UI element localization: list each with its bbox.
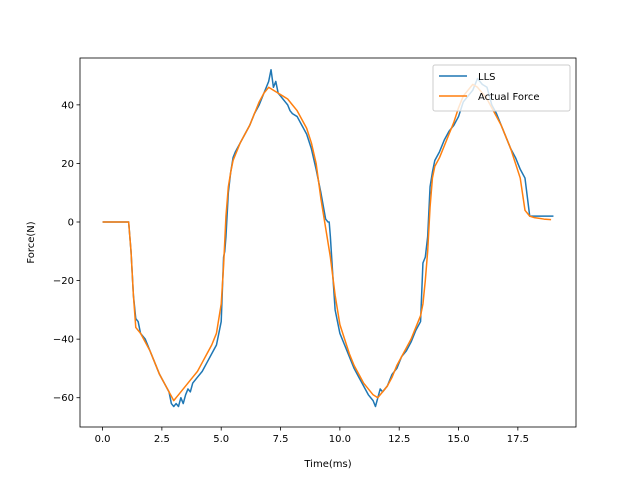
y-axis-label: Force(N) (26, 221, 37, 263)
y-tick-label: 0 (68, 218, 74, 229)
x-axis-label: Time(ms) (303, 459, 351, 470)
x-tick-label: 5.0 (213, 434, 229, 445)
y-tick-label: −20 (53, 276, 74, 287)
x-axis-ticks: 0.0 2.5 5.0 7.5 10.0 12.5 15.0 17.5 (95, 427, 529, 445)
legend: LLS Actual Force (432, 64, 571, 112)
legend-box (432, 64, 571, 112)
legend-label-lls: LLS (478, 72, 496, 83)
plot-area-frame (79, 57, 577, 428)
y-axis-ticks: −60 −40 −20 0 20 40 (53, 100, 80, 404)
x-tick-label: 10.0 (329, 434, 351, 445)
y-tick-label: −60 (53, 393, 74, 404)
x-tick-label: 7.5 (273, 434, 289, 445)
y-tick-label: −40 (53, 335, 74, 346)
x-tick-label: 2.5 (154, 434, 170, 445)
y-tick-label: 40 (61, 100, 74, 111)
x-tick-label: 17.5 (507, 434, 529, 445)
y-tick-label: 20 (61, 159, 74, 170)
legend-label-actual-force: Actual Force (478, 92, 540, 103)
x-tick-label: 12.5 (388, 434, 410, 445)
x-tick-label: 0.0 (95, 434, 111, 445)
x-tick-label: 15.0 (447, 434, 469, 445)
